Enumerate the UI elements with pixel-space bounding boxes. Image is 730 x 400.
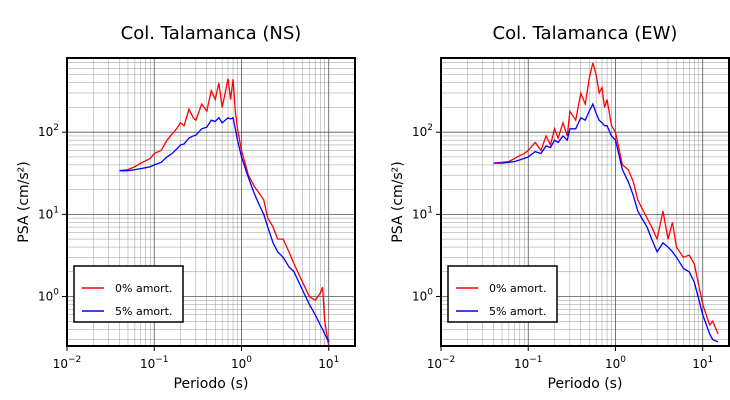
y-axis-label: PSA (cm/s²): [16, 161, 32, 243]
y-tick-label: 100: [412, 288, 433, 304]
series-line: [493, 62, 719, 335]
plot-frame: [440, 57, 730, 347]
tick-exponent: −2: [442, 355, 455, 365]
y-tick-label: 102: [412, 123, 433, 139]
tick-exponent: 1: [53, 205, 59, 215]
tick-base: 10: [412, 125, 427, 139]
legend-label: 5% amort.: [115, 305, 172, 318]
tick-base: 10: [38, 290, 53, 304]
tick-exponent: 0: [246, 355, 252, 365]
x-tick-label: 100: [605, 355, 626, 371]
x-tick-label: 10−2: [427, 355, 456, 371]
tick-exponent: 2: [427, 123, 433, 133]
tick-base: 10: [38, 207, 53, 221]
series-line: [119, 78, 330, 347]
tick-base: 10: [412, 290, 427, 304]
tick-base: 10: [427, 357, 442, 371]
tick-exponent: −1: [155, 355, 168, 365]
x-tick-label: 101: [692, 355, 713, 371]
tick-base: 10: [318, 357, 333, 371]
tick-base: 10: [53, 357, 68, 371]
y-axis-label: PSA (cm/s²): [390, 161, 406, 243]
tick-exponent: 1: [708, 355, 714, 365]
tick-exponent: 1: [334, 355, 340, 365]
y-tick-label: 101: [38, 205, 59, 221]
plot-frame: [66, 57, 356, 347]
tick-base: 10: [231, 357, 246, 371]
series-line: [493, 102, 719, 343]
tick-exponent: 0: [620, 355, 626, 365]
chart-title: Col. Talamanca (EW): [493, 23, 678, 44]
tick-exponent: 1: [427, 205, 433, 215]
chart-title: Col. Talamanca (NS): [121, 23, 302, 44]
tick-base: 10: [140, 357, 155, 371]
y-tick-label: 100: [38, 288, 59, 304]
tick-exponent: −2: [68, 355, 81, 365]
tick-base: 10: [412, 207, 427, 221]
x-tick-label: 101: [318, 355, 339, 371]
tick-base: 10: [605, 357, 620, 371]
tick-exponent: 0: [427, 288, 433, 298]
x-tick-label: 10−1: [514, 355, 543, 371]
x-tick-label: 10−1: [140, 355, 169, 371]
tick-exponent: 2: [53, 123, 59, 133]
tick-exponent: −1: [529, 355, 542, 365]
tick-exponent: 0: [53, 288, 59, 298]
y-tick-label: 101: [412, 205, 433, 221]
y-tick-label: 102: [38, 123, 59, 139]
tick-base: 10: [514, 357, 529, 371]
series-line: [119, 116, 330, 343]
legend-box: [447, 265, 558, 323]
x-axis-label: Periodo (s): [174, 376, 249, 392]
tick-base: 10: [38, 125, 53, 139]
legend-label: 0% amort.: [489, 282, 546, 295]
legend-box: [73, 265, 184, 323]
x-tick-label: 10−2: [53, 355, 82, 371]
legend-label: 0% amort.: [115, 282, 172, 295]
x-tick-label: 100: [231, 355, 252, 371]
x-axis-label: Periodo (s): [548, 376, 623, 392]
legend-label: 5% amort.: [489, 305, 546, 318]
tick-base: 10: [692, 357, 707, 371]
